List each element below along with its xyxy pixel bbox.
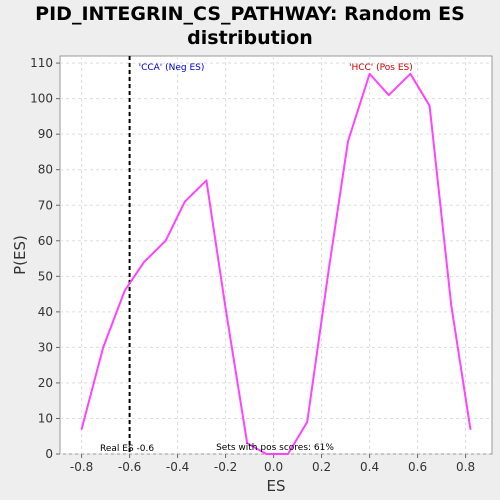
- series-group: [80, 72, 472, 455]
- data-point: [183, 200, 186, 203]
- data-point: [80, 428, 83, 431]
- data-point: [224, 307, 227, 310]
- series-line: [80, 72, 472, 455]
- data-point: [469, 428, 472, 431]
- y-tick-label: 100: [30, 92, 53, 106]
- y-tick-label: 60: [38, 234, 53, 248]
- data-point: [205, 179, 208, 182]
- data-point: [265, 453, 268, 455]
- y-tick-label: 80: [38, 163, 53, 177]
- y-tick-label: 20: [38, 376, 53, 390]
- x-tick-label: -0.4: [166, 460, 189, 474]
- x-axis-label: ES: [267, 477, 286, 495]
- y-tick-label: 110: [30, 56, 53, 70]
- pos-es-label: 'HCC' (Pos ES): [349, 63, 413, 73]
- neg-es-label: 'CCA' (Neg ES): [139, 63, 205, 73]
- data-point: [102, 346, 105, 349]
- y-tick-label: 70: [38, 198, 53, 212]
- data-point: [306, 421, 309, 423]
- x-tick-label: 0.8: [456, 460, 475, 474]
- y-axis-label: P(ES): [11, 235, 29, 275]
- data-point: [287, 453, 289, 455]
- data-point: [164, 239, 167, 242]
- annotations: 'CCA' (Neg ES) 'HCC' (Pos ES) Real ES -0…: [100, 63, 413, 454]
- data-point: [327, 268, 330, 271]
- y-tick-label: 50: [38, 269, 53, 283]
- data-point: [246, 442, 249, 445]
- data-point: [347, 140, 349, 143]
- y-tick-label: 40: [38, 305, 53, 319]
- x-tick-label: -0.6: [118, 460, 141, 474]
- x-tick-label: -0.2: [214, 460, 237, 474]
- data-point: [387, 94, 390, 96]
- data-point: [428, 104, 431, 107]
- y-tick-label: 10: [38, 411, 53, 425]
- chart-title: PID_INTEGRIN_CS_PATHWAY: Random ES distr…: [35, 3, 465, 49]
- axes: -0.8 -0.6 -0.4 -0.2 0.0 0.2 0.4 0.6 0.8 0 10 20 30 40…: [30, 56, 475, 474]
- data-point: [409, 72, 412, 75]
- plot-area: [59, 55, 493, 455]
- x-tick-label: 0.4: [360, 460, 379, 474]
- x-tick-label: 0.2: [312, 460, 331, 474]
- x-tick-label: -0.8: [70, 460, 93, 474]
- y-tick-label: 30: [38, 340, 53, 354]
- data-point: [123, 289, 126, 292]
- data-point: [143, 261, 145, 264]
- pos-scores-label: Sets with pos scores: 61%: [216, 443, 334, 453]
- x-tick-label: 0.6: [408, 460, 427, 474]
- real-es-label: Real ES -0.6: [100, 444, 154, 454]
- y-tick-label: 0: [45, 447, 53, 461]
- data-point: [450, 303, 453, 306]
- x-tick-label: 0.0: [264, 460, 283, 474]
- y-tick-label: 90: [38, 127, 53, 141]
- data-point: [368, 72, 371, 75]
